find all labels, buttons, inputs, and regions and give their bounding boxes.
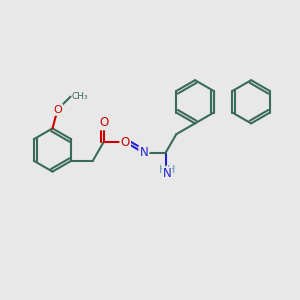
Text: O: O [53, 105, 62, 115]
Text: N: N [163, 167, 171, 180]
Text: N: N [140, 146, 148, 159]
Text: O: O [121, 136, 130, 148]
Text: H: H [159, 165, 167, 175]
Text: O: O [99, 116, 108, 129]
Text: CH₃: CH₃ [72, 92, 88, 101]
Text: H: H [167, 165, 175, 175]
